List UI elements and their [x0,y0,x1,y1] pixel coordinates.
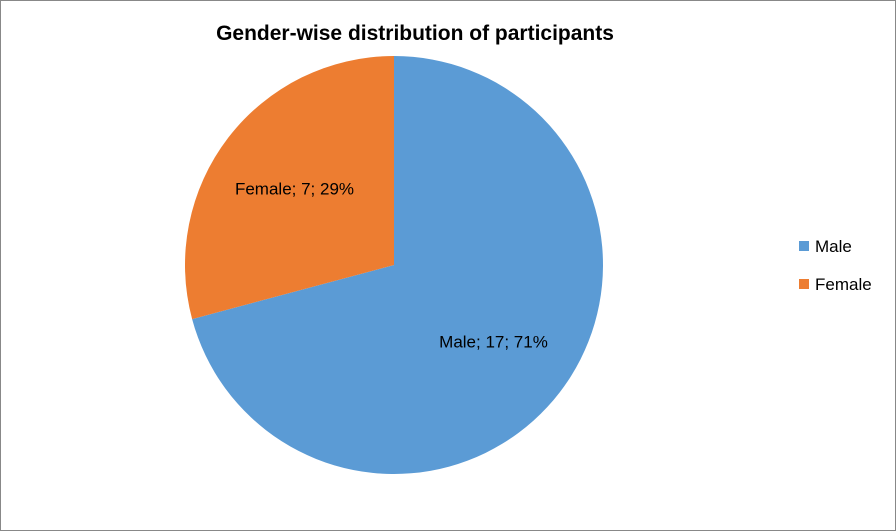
data-label-female: Female; 7; 29% [235,180,354,199]
pie-slice-female [185,56,394,320]
pie-slices [185,56,603,474]
legend-label-female: Female [815,275,872,294]
data-labels: Male; 17; 71% Female; 7; 29% [235,180,548,352]
legend-swatch-female [799,279,809,289]
pie-slice-male [192,56,603,474]
data-label-male: Male; 17; 71% [439,332,548,351]
legend-swatch-male [799,241,809,251]
chart-title: Gender-wise distribution of participants [216,22,614,45]
legend-label-male: Male [815,237,852,256]
legend: Male Female [799,237,872,294]
